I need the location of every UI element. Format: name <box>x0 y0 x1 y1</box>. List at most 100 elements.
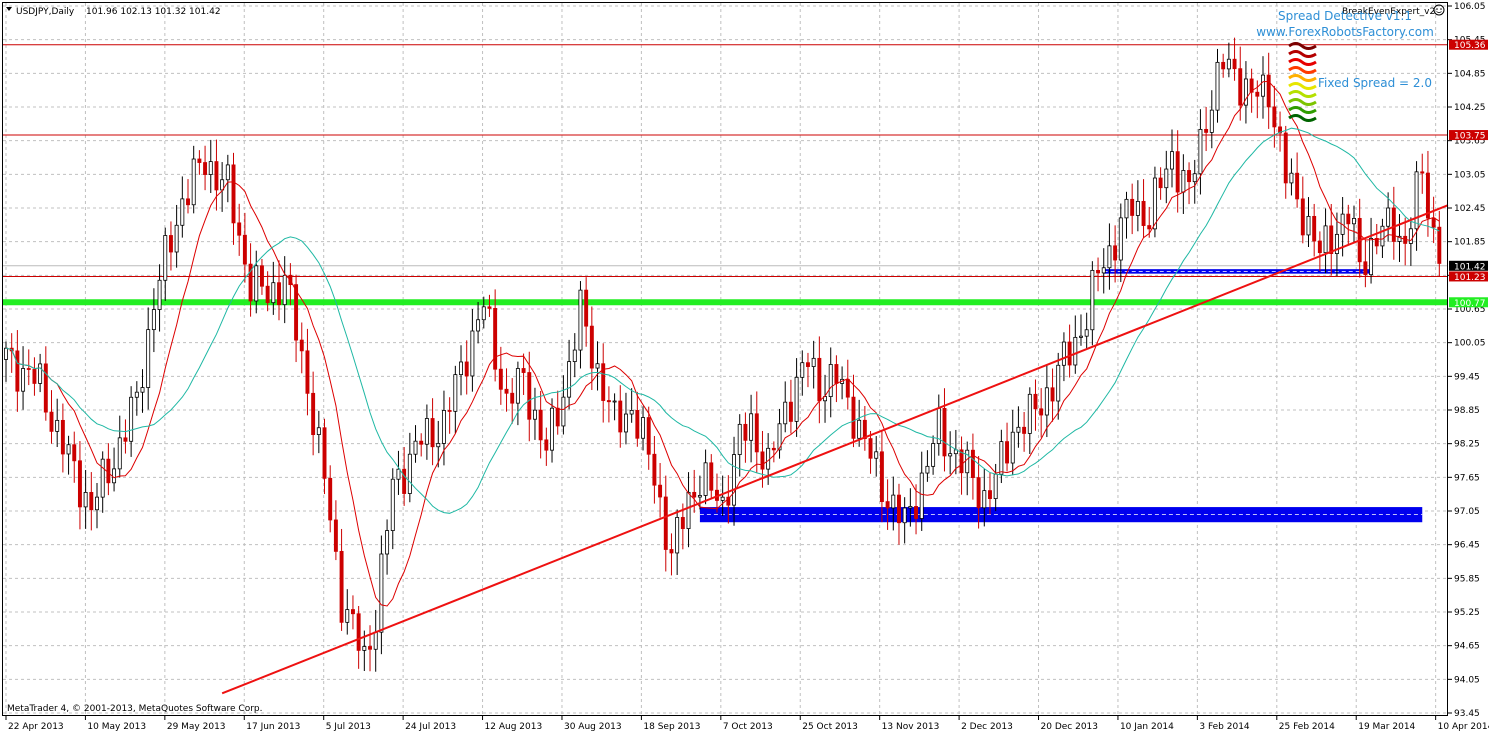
candle-body <box>362 646 367 651</box>
current-price-label: 101.42 <box>1454 262 1486 272</box>
y-tick-label: 100.65 <box>1454 305 1486 315</box>
candle-body <box>544 439 549 451</box>
candle-body <box>49 411 54 432</box>
candle-body <box>1050 387 1055 402</box>
x-tick-label: 18 Sep 2013 <box>643 722 700 732</box>
candle-body <box>1175 151 1180 193</box>
y-tick-label: 97.65 <box>1454 473 1480 483</box>
level-labels: 105.36 103.75 101.23 100.77 101.42 <box>1449 39 1488 309</box>
candle-body <box>1067 341 1072 366</box>
spread-wave <box>1288 82 1317 90</box>
candle-body <box>237 222 242 236</box>
x-tick-label: 2 Dec 2013 <box>961 722 1013 732</box>
candle-body <box>424 418 429 445</box>
chart-ohlc: 101.96 102.13 101.32 101.42 <box>86 7 221 17</box>
candle-body <box>1005 441 1010 464</box>
candle-body <box>1107 245 1112 269</box>
candle-body <box>1215 61 1220 111</box>
level-label: 100.77 <box>1454 299 1486 309</box>
candle-body <box>174 224 179 253</box>
candle-body <box>180 198 185 226</box>
candle-body <box>225 164 230 181</box>
candle-body <box>811 357 816 367</box>
candle-body <box>476 319 481 332</box>
candle-body <box>1346 213 1351 225</box>
candle-body <box>578 289 583 351</box>
candle-body <box>1022 426 1027 434</box>
x-tick-label: 7 Oct 2013 <box>723 722 773 732</box>
x-tick-label: 25 Oct 2013 <box>802 722 858 732</box>
x-tick-label: 24 Jul 2013 <box>405 722 456 732</box>
candle-body <box>248 263 253 302</box>
candle-body <box>1255 91 1260 97</box>
candle-body <box>561 396 566 427</box>
spread-wave <box>1288 74 1317 82</box>
candle-body <box>1425 172 1430 219</box>
candle-body <box>925 465 930 474</box>
candle-body <box>629 409 634 415</box>
smile-icon[interactable] <box>1433 4 1445 16</box>
candle-body <box>441 410 446 444</box>
candle-body <box>345 609 350 623</box>
candle-body <box>515 368 520 404</box>
chart-symbol: USDJPY,Daily <box>16 7 75 17</box>
candle-body <box>1420 171 1425 174</box>
candle-body <box>447 410 452 412</box>
candle-body <box>322 427 327 479</box>
trendline-group <box>221 204 1449 695</box>
spread-wave <box>1288 42 1317 50</box>
candle-body <box>333 519 338 552</box>
candle-body <box>931 443 936 467</box>
candle-body <box>612 400 617 403</box>
candle-body <box>129 396 134 442</box>
y-tick-label: 93.45 <box>1454 709 1480 719</box>
candle-body <box>60 419 65 455</box>
candle-body <box>356 613 361 651</box>
candle-body <box>430 418 435 448</box>
candle-body <box>134 391 139 398</box>
level-label-bg <box>1449 297 1488 308</box>
candle-body <box>1397 235 1402 242</box>
y-tick-label: 94.05 <box>1454 675 1480 685</box>
candle-body <box>1295 172 1300 200</box>
candle-body <box>254 265 259 302</box>
candle-body <box>646 417 651 455</box>
candle-body <box>879 451 884 503</box>
spread-wave <box>1288 90 1317 98</box>
chart-menu-arrow-icon[interactable] <box>6 7 12 11</box>
candle-body <box>1266 74 1271 108</box>
candle-body <box>584 289 589 327</box>
spread-wave <box>1288 114 1317 122</box>
y-tick-label: 98.85 <box>1454 406 1480 416</box>
level-label-bg <box>1449 271 1488 282</box>
candle-body <box>208 161 213 175</box>
candle-body <box>1391 207 1396 242</box>
candle-body <box>919 472 924 519</box>
candle-body <box>1289 172 1294 184</box>
candle-body <box>1135 200 1140 216</box>
candle-body <box>100 458 105 498</box>
candle-body <box>1113 245 1118 261</box>
y-tick-label: 99.45 <box>1454 372 1480 382</box>
candle-body <box>385 530 390 555</box>
candle-body <box>1238 68 1243 106</box>
candle-body <box>959 449 964 474</box>
candle-body <box>316 427 321 436</box>
level-label: 103.75 <box>1454 132 1486 142</box>
candle-body <box>606 400 611 403</box>
candle-body <box>72 444 77 462</box>
candle-body <box>271 282 276 304</box>
candle-body <box>550 407 554 451</box>
candle-body <box>83 492 88 508</box>
candle-body <box>294 284 299 341</box>
candle-body <box>504 388 509 394</box>
candle-body <box>874 451 879 459</box>
y-tick-label: 103.65 <box>1454 137 1486 147</box>
candle-body <box>999 441 1004 475</box>
candle-body <box>231 164 236 224</box>
copyright-text: MetaTrader 4, © 2001-2013, MetaQuotes So… <box>7 704 263 714</box>
candle-body <box>21 368 26 392</box>
y-tick-label: 104.85 <box>1454 69 1486 79</box>
